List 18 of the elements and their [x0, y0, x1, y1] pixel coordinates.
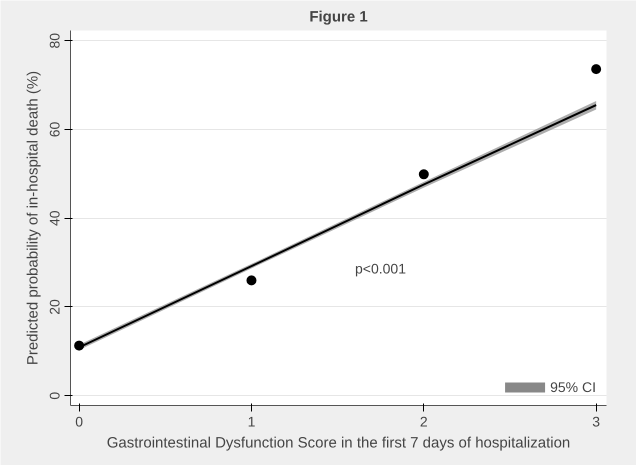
y-tick-label: 40 [46, 210, 62, 226]
y-axis-title: Predicted probability of in-hospital death (%) [24, 70, 42, 366]
y-tick-label: 80 [46, 32, 62, 48]
x-tick-label: 0 [75, 414, 84, 430]
point [591, 64, 602, 74]
point [246, 275, 256, 286]
y-tick-label: 60 [46, 121, 62, 138]
x-tick-label: 3 [592, 414, 600, 430]
chart-title: Figure 1 [309, 8, 368, 26]
point [74, 340, 84, 351]
annotation: p<0.001 [355, 260, 406, 276]
x-tick-label: 1 [248, 414, 256, 430]
text: 95% CI [550, 379, 596, 395]
point [418, 169, 429, 180]
y-tick-label: 0 [46, 392, 62, 400]
x-axis-title: Gastrointestinal Dysfunction Score in the first 7 days of hospitalization [106, 434, 570, 452]
x-tick-label: 2 [420, 414, 428, 430]
y-tick-label: 20 [46, 298, 62, 315]
